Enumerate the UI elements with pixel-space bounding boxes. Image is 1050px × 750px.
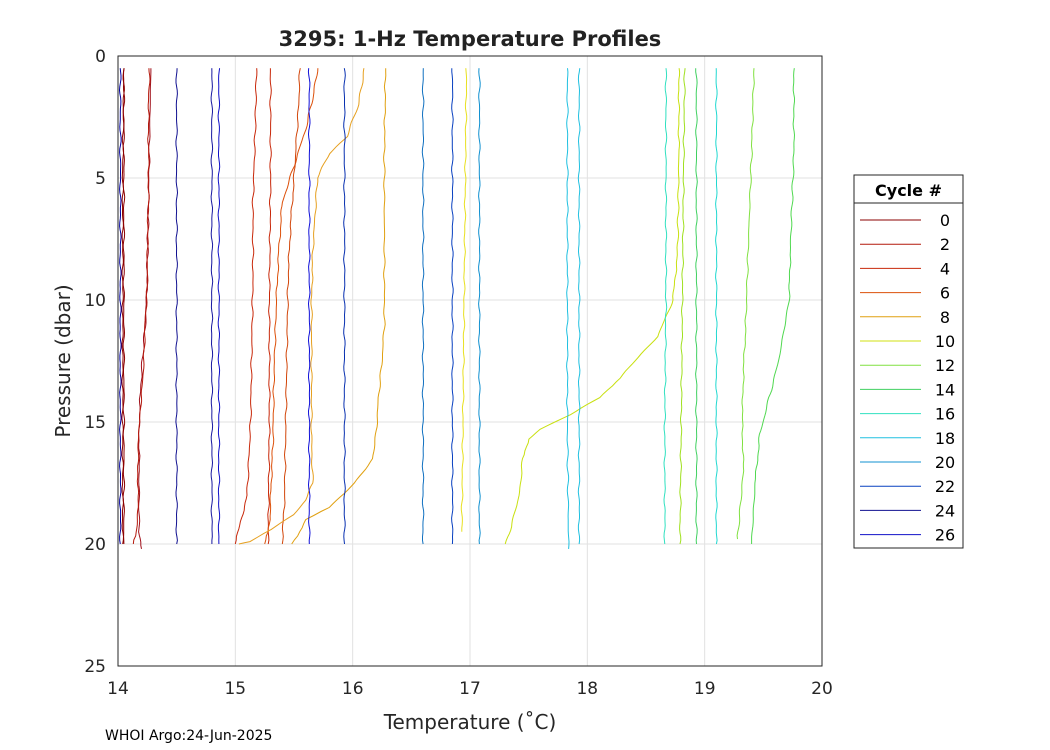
profile-lines bbox=[118, 68, 796, 550]
profile-line-cycle-12 bbox=[679, 68, 686, 545]
profile-line-cycle-24 bbox=[210, 68, 214, 544]
plot-frame bbox=[117, 55, 823, 667]
profile-line-cycle-8 bbox=[238, 68, 365, 545]
legend-label: 16 bbox=[935, 405, 955, 424]
legend-label: 18 bbox=[935, 429, 955, 448]
legend-label: 14 bbox=[935, 380, 955, 399]
profile-line-cycle-26 bbox=[118, 68, 122, 545]
profile-line-cycle-22 bbox=[343, 68, 346, 545]
legend-label: 24 bbox=[935, 501, 955, 520]
profile-line-cycle-18 bbox=[577, 68, 581, 545]
footer-credit: WHOI Argo:24-Jun-2025 bbox=[105, 728, 272, 744]
legend-label: 20 bbox=[935, 453, 955, 472]
chart-title: 3295: 1-Hz Temperature Profiles bbox=[279, 27, 662, 51]
profile-line-cycle-4 bbox=[234, 68, 258, 545]
profile-line-cycle-0 bbox=[122, 68, 126, 545]
profile-line-cycle-10 bbox=[504, 68, 681, 545]
profile-line-cycle-16 bbox=[663, 68, 668, 545]
y-tick-label: 5 bbox=[95, 169, 106, 189]
legend-label: 2 bbox=[940, 235, 950, 254]
x-tick-label: 20 bbox=[811, 679, 833, 699]
y-axis-ticks: 0 5 10 15 20 25 bbox=[84, 47, 106, 677]
profile-line-cycle-24 bbox=[175, 68, 179, 545]
legend-label: 26 bbox=[935, 526, 955, 545]
profile-line-cycle-26 bbox=[307, 68, 311, 545]
profile-line-cycle-14 bbox=[695, 68, 698, 545]
profile-line-cycle-22 bbox=[451, 68, 454, 545]
y-tick-label: 15 bbox=[84, 413, 106, 433]
profile-line-cycle-18 bbox=[566, 68, 570, 549]
legend-title: Cycle # bbox=[875, 181, 942, 200]
profile-line-cycle-26 bbox=[217, 68, 221, 545]
legend-label: 10 bbox=[935, 332, 955, 351]
profile-line-cycle-14 bbox=[751, 68, 796, 544]
x-tick-label: 17 bbox=[459, 679, 481, 699]
legend-label: 0 bbox=[940, 211, 950, 230]
x-tick-label: 18 bbox=[576, 679, 598, 699]
profile-line-cycle-8 bbox=[291, 68, 387, 545]
y-tick-label: 10 bbox=[84, 291, 106, 311]
profile-line-cycle-20 bbox=[421, 68, 425, 545]
x-tick-label: 19 bbox=[694, 679, 716, 699]
legend-label: 22 bbox=[935, 477, 955, 496]
profile-line-cycle-4 bbox=[267, 68, 272, 545]
x-axis-label: Temperature (˚C) bbox=[383, 710, 557, 734]
profile-line-cycle-6 bbox=[264, 68, 319, 545]
profile-line-cycle-2 bbox=[132, 68, 151, 545]
legend-label: 12 bbox=[935, 356, 955, 375]
profile-line-cycle-16 bbox=[715, 68, 718, 545]
x-tick-label: 15 bbox=[224, 679, 246, 699]
legend-label: 8 bbox=[940, 308, 950, 327]
y-tick-label: 0 bbox=[95, 47, 106, 67]
profile-line-cycle-20 bbox=[478, 68, 481, 545]
y-tick-label: 20 bbox=[84, 535, 106, 555]
legend-label: 4 bbox=[940, 259, 950, 278]
x-tick-label: 16 bbox=[342, 679, 364, 699]
y-axis-label: Pressure (dbar) bbox=[51, 284, 75, 437]
profile-line-cycle-12 bbox=[736, 68, 755, 540]
x-axis-ticks: 14 15 16 17 18 19 20 bbox=[107, 679, 833, 699]
legend-label: 6 bbox=[940, 284, 950, 303]
profile-line-cycle-10 bbox=[460, 68, 468, 532]
y-tick-label: 25 bbox=[84, 657, 106, 677]
x-tick-label: 14 bbox=[107, 679, 129, 699]
profile-line-cycle-6 bbox=[281, 68, 301, 545]
